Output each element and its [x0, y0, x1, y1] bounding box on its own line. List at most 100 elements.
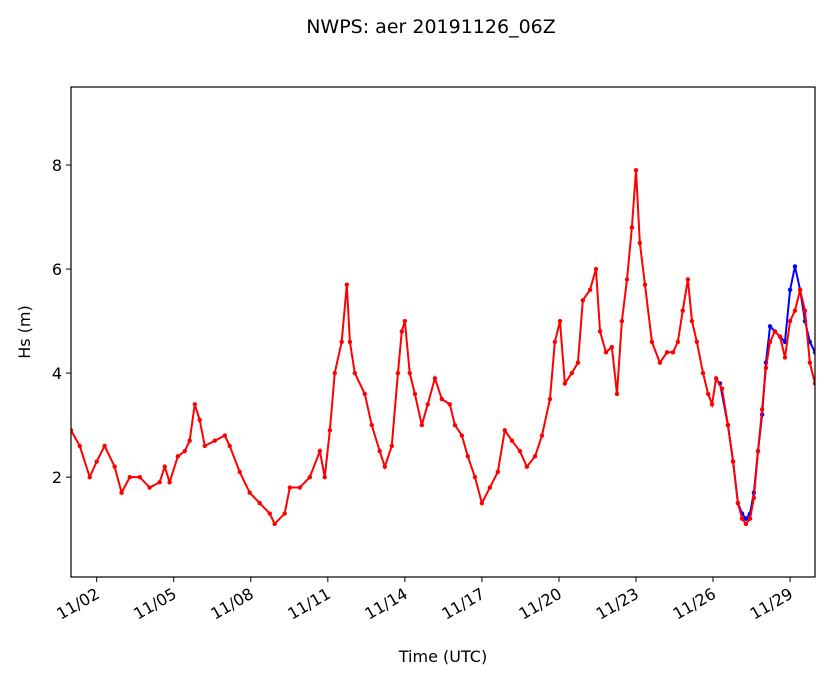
data-point [730, 459, 736, 464]
data-point [629, 225, 635, 230]
data-point [700, 370, 706, 376]
data-point [94, 459, 99, 464]
data-point [157, 480, 162, 485]
y-tick-label: 8 [52, 156, 62, 175]
data-point [352, 370, 357, 376]
data-point [487, 485, 493, 490]
data-point [743, 516, 749, 521]
data-point [802, 308, 808, 313]
data-point [425, 402, 430, 407]
data-point [675, 339, 681, 345]
data-point [547, 396, 553, 402]
data-point [347, 339, 353, 345]
x-tick-label: 11/02 [53, 584, 102, 624]
data-point [657, 360, 663, 365]
x-tick-label: 11/23 [593, 584, 642, 624]
data-point [382, 464, 388, 469]
data-point [569, 370, 574, 376]
data-point [377, 448, 382, 454]
data-point [719, 386, 725, 391]
x-tick-label: 11/08 [207, 584, 256, 624]
data-point [735, 500, 741, 506]
x-tick-label: 11/11 [284, 584, 333, 624]
data-point [685, 277, 691, 282]
data-point [247, 490, 252, 495]
data-point [127, 474, 133, 480]
data-point [713, 376, 719, 381]
x-tick-label: 11/20 [516, 584, 565, 624]
data-point [222, 433, 228, 438]
data-point [575, 360, 581, 365]
data-point [322, 474, 327, 480]
data-point [642, 282, 648, 287]
data-point [175, 454, 181, 459]
plot-area [71, 168, 815, 527]
data-point [272, 521, 277, 527]
data-point [587, 287, 593, 293]
data-point [432, 376, 438, 381]
data-point [637, 240, 643, 246]
data-point [792, 264, 798, 269]
data-point [339, 339, 344, 345]
data-point [502, 428, 507, 433]
data-point [439, 396, 445, 402]
data-point [495, 469, 501, 475]
data-point [772, 329, 778, 334]
data-point [743, 521, 749, 527]
data-point [402, 318, 408, 324]
data-point [539, 433, 545, 438]
x-tick-label: 11/29 [747, 584, 796, 624]
y-axis-label: Hs (m) [15, 305, 34, 359]
data-point [369, 422, 374, 428]
data-point [725, 422, 731, 428]
data-point [479, 500, 485, 506]
data-point [759, 407, 765, 412]
data-point [524, 464, 530, 469]
data-point [327, 428, 333, 433]
y-tick-label: 2 [52, 468, 62, 487]
x-tick-label: 11/17 [438, 584, 487, 624]
data-point [465, 454, 470, 459]
series-line [71, 170, 815, 526]
data-point [407, 370, 412, 376]
data-point [614, 391, 620, 397]
data-point [197, 417, 202, 423]
data-point [395, 370, 401, 376]
data-point [782, 355, 788, 360]
data-point [649, 339, 655, 345]
data-point [797, 287, 803, 293]
data-point [739, 516, 745, 521]
data-point [597, 329, 603, 334]
data-point [747, 516, 753, 521]
data-point [447, 402, 453, 407]
data-point [237, 469, 242, 475]
data-point [389, 443, 394, 449]
data-point [87, 474, 92, 480]
data-point [419, 422, 425, 428]
data-point [755, 448, 761, 454]
data-point [257, 500, 262, 506]
data-point [147, 485, 152, 490]
data-point [112, 464, 117, 469]
data-point [282, 511, 287, 516]
data-point [787, 287, 793, 293]
x-tick-label: 11/14 [361, 584, 410, 624]
data-point [689, 318, 695, 324]
data-point [763, 365, 769, 371]
data-point [412, 391, 418, 397]
data-point [187, 438, 192, 443]
series-line [718, 266, 815, 521]
data-point [777, 334, 783, 339]
data-point [452, 422, 458, 428]
data-point [182, 448, 187, 454]
data-point [557, 318, 563, 324]
data-point [694, 339, 700, 345]
data-point [792, 308, 798, 313]
data-point [459, 433, 465, 438]
data-point [619, 318, 625, 324]
x-tick-label: 11/26 [670, 584, 719, 624]
data-point [807, 360, 813, 365]
data-point [119, 490, 124, 495]
data-point [399, 329, 404, 334]
